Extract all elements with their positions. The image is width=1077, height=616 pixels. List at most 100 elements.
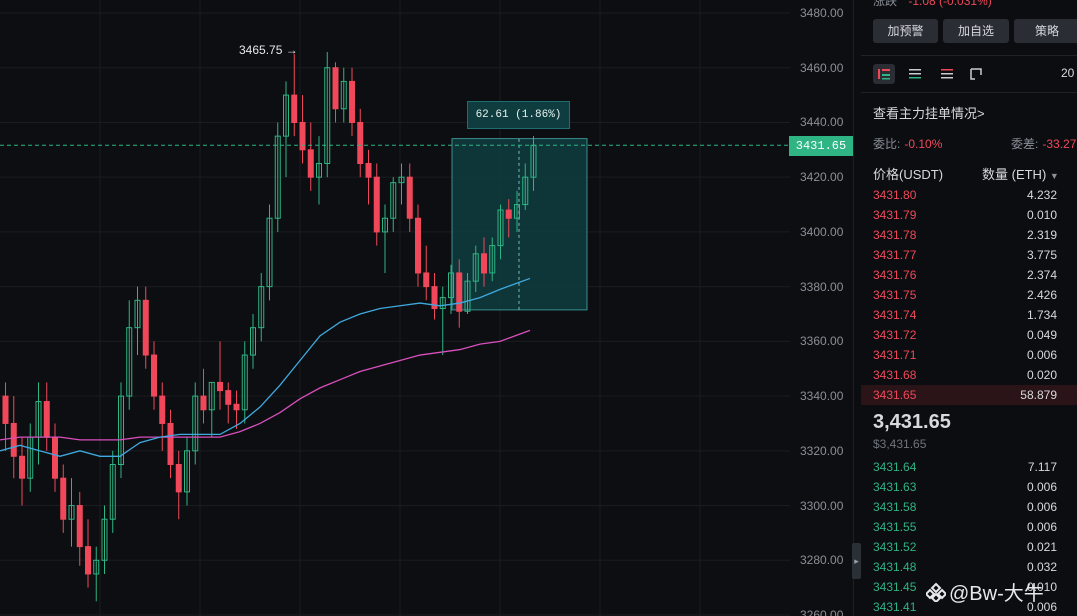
bid-qty: 0.021 xyxy=(1026,540,1057,554)
candle-down xyxy=(481,253,487,274)
bid-row[interactable]: 3431.63 0.006 xyxy=(861,477,1077,497)
view-asks-icon[interactable] xyxy=(936,64,958,84)
ask-row[interactable]: 3431.71 0.006 xyxy=(861,345,1077,365)
ask-price: 3431.65 xyxy=(873,388,917,402)
bid-row[interactable]: 3431.48 0.032 xyxy=(861,557,1077,577)
section-divider xyxy=(861,92,1077,93)
candle-down xyxy=(431,286,438,310)
ask-price: 3431.71 xyxy=(873,348,917,362)
candle-up xyxy=(497,209,504,247)
bid-row[interactable]: 3431.52 0.021 xyxy=(861,537,1077,557)
bid-price: 3431.45 xyxy=(873,580,917,594)
ask-row[interactable]: 3431.74 1.734 xyxy=(861,305,1077,325)
chart-canvas[interactable] xyxy=(0,0,853,616)
candle-up xyxy=(109,464,116,520)
ask-qty: 2.426 xyxy=(1026,288,1057,302)
bid-row[interactable]: 3431.55 0.006 xyxy=(861,517,1077,537)
ask-row[interactable]: 3431.72 0.049 xyxy=(861,325,1077,345)
ask-qty: 0.049 xyxy=(1026,328,1057,342)
price-axis-tick: 3300.00 xyxy=(800,498,844,513)
ask-row[interactable]: 3431.65 58.879 xyxy=(861,385,1077,405)
bid-row[interactable]: 3431.45 0.010 xyxy=(861,577,1077,597)
last-price: 3,431.65 xyxy=(873,411,951,433)
ask-row[interactable]: 3431.79 0.010 xyxy=(861,205,1077,225)
bid-qty: 0.006 xyxy=(1026,600,1057,614)
bid-qty: 0.006 xyxy=(1026,480,1057,494)
candle-down xyxy=(456,272,463,312)
bid-row[interactable]: 3431.64 7.117 xyxy=(861,457,1077,477)
depth-selector[interactable]: 20 xyxy=(1061,66,1075,80)
ask-row[interactable]: 3431.68 0.020 xyxy=(861,365,1077,385)
candle-down xyxy=(307,149,314,178)
strategy-button[interactable]: 策略 xyxy=(1014,19,1077,43)
candle-up xyxy=(316,163,322,178)
view-trades-icon[interactable] xyxy=(965,64,987,84)
bid-ask-diff: 委差: -33.27 xyxy=(1011,135,1076,152)
bid-price: 3431.55 xyxy=(873,520,917,534)
bid-qty: 0.006 xyxy=(1026,500,1057,514)
ask-price: 3431.79 xyxy=(873,208,917,222)
price-axis-tick: 3320.00 xyxy=(800,443,844,458)
view-bids-icon[interactable] xyxy=(904,64,926,84)
price-column-header: 价格(USDT) xyxy=(873,167,944,182)
view-both-icon[interactable] xyxy=(873,64,895,84)
qty-column-header[interactable]: 数量 (ETH) ▼ xyxy=(982,164,1059,183)
candle-down xyxy=(175,464,182,493)
moving-average-fast xyxy=(0,277,531,457)
add-alert-button[interactable]: 加预警 xyxy=(873,19,938,43)
price-axis-tick: 3260.00 xyxy=(800,608,844,616)
ask-price: 3431.77 xyxy=(873,248,917,262)
bid-price: 3431.52 xyxy=(873,540,917,554)
candle-up xyxy=(118,395,124,465)
bid-row[interactable]: 3431.41 0.006 xyxy=(861,597,1077,616)
ask-price: 3431.74 xyxy=(873,308,917,322)
candle-up xyxy=(340,80,347,110)
ask-price: 3431.80 xyxy=(873,188,917,202)
ask-row[interactable]: 3431.78 2.319 xyxy=(861,225,1077,245)
price-axis-tick: 3440.00 xyxy=(800,115,844,130)
candle-down xyxy=(505,209,512,219)
candle-up xyxy=(101,518,108,561)
ask-price: 3431.75 xyxy=(873,288,917,302)
diff-label: 委差: xyxy=(1011,137,1039,151)
candle-up xyxy=(324,67,331,164)
ask-qty: 0.010 xyxy=(1026,208,1057,222)
candle-up xyxy=(448,272,454,299)
bid-qty: 0.032 xyxy=(1026,560,1057,574)
bid-price: 3431.58 xyxy=(873,500,917,514)
candle-down xyxy=(225,390,232,405)
ask-qty: 0.020 xyxy=(1026,368,1057,382)
candlestick-chart[interactable]: 3480.00 3460.00 3440.00 3420.00 3400.00 3380.… xyxy=(0,0,853,616)
ask-row[interactable]: 3431.80 4.232 xyxy=(861,185,1077,205)
add-watchlist-button[interactable]: 加自选 xyxy=(943,19,1009,43)
candle-up xyxy=(398,176,405,184)
bid-price: 3431.63 xyxy=(873,480,917,494)
candle-down xyxy=(85,546,91,575)
main-orders-link[interactable]: 查看主力挂单情况> xyxy=(873,106,985,121)
candle-down xyxy=(233,403,240,411)
candle-up xyxy=(192,395,199,452)
candle-up xyxy=(208,381,215,411)
collapse-panel-handle[interactable]: ▸ xyxy=(852,543,861,579)
chevron-down-icon: ▼ xyxy=(1049,171,1059,181)
candle-down xyxy=(357,121,364,164)
candle-up xyxy=(489,245,496,274)
order-book-panel: 涨跌 -1.08 (-0.031%) 加预警 加自选 策略 20 查看主力挂单情… xyxy=(861,0,1077,616)
candle-up xyxy=(382,217,388,233)
price-axis-tick: 3360.00 xyxy=(800,334,844,349)
last-price-usd: $3,431.65 xyxy=(873,437,927,451)
candle-down xyxy=(291,94,298,123)
price-axis-tick: 3400.00 xyxy=(800,224,844,239)
candle-down xyxy=(159,395,166,424)
candle-up xyxy=(472,253,479,282)
ask-row[interactable]: 3431.77 3.775 xyxy=(861,245,1077,265)
candle-up xyxy=(258,286,265,329)
ask-row[interactable]: 3431.75 2.426 xyxy=(861,285,1077,305)
candle-up xyxy=(250,327,256,356)
bid-row[interactable]: 3431.58 0.006 xyxy=(861,497,1077,517)
ask-row[interactable]: 3431.76 2.374 xyxy=(861,265,1077,285)
ratio-label: 委比: xyxy=(873,137,901,151)
candle-up xyxy=(390,182,397,219)
price-axis-tick: 3460.00 xyxy=(800,60,844,75)
candle-up xyxy=(464,280,471,312)
